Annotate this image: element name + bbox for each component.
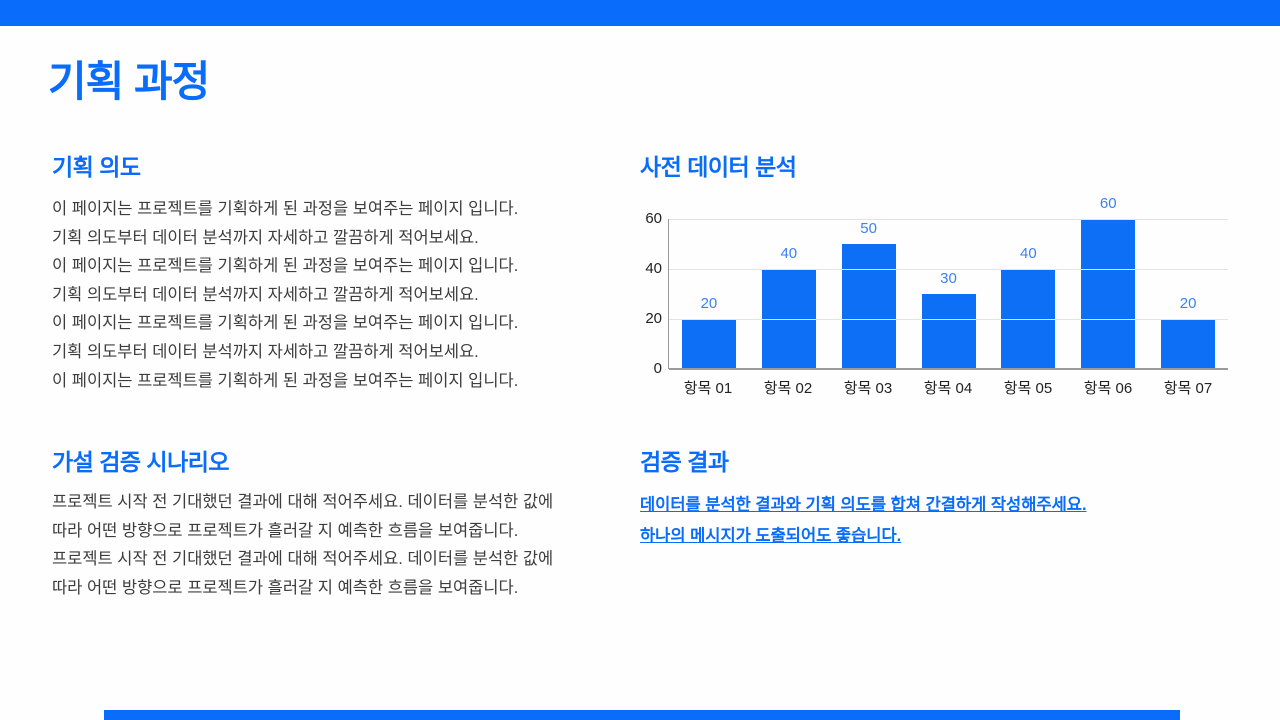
x-tick-label: 항목 05 <box>1003 380 1053 397</box>
x-tick-label: 항목 01 <box>683 380 733 397</box>
bar-chart: 0 20 40 60 20 40 50 30 40 60 20 항목 01 항목 02 항목 03 항목… <box>640 195 1240 400</box>
x-tick-label: 항목 03 <box>843 380 893 397</box>
gridline <box>669 269 1228 270</box>
bar <box>921 294 976 369</box>
result-link[interactable]: 하나의 메시지가 도출되어도 좋습니다. <box>640 527 902 545</box>
bar <box>1161 319 1216 369</box>
body-line: 기획 의도부터 데이터 분석까지 자세하고 깔끔하게 적어보세요. <box>52 342 479 361</box>
bar <box>1081 219 1136 369</box>
gridline <box>669 219 1228 220</box>
bar <box>841 244 896 369</box>
bar-slot: 30 <box>909 219 989 369</box>
body-line: 기획 의도부터 데이터 분석까지 자세하고 깔끔하게 적어보세요. <box>52 285 479 304</box>
bar <box>681 319 736 369</box>
body-line: 따라 어떤 방향으로 프로젝트가 흘러갈 지 예측한 흐름을 보여줍니다. <box>52 521 519 540</box>
page-title: 기획 과정 <box>48 58 210 105</box>
x-tick-label: 항목 04 <box>923 380 973 397</box>
chart-x-labels: 항목 01 항목 02 항목 03 항목 04 항목 05 항목 06 항목 07 <box>668 377 1228 398</box>
bar-slot: 40 <box>988 219 1068 369</box>
bar-slot: 60 <box>1068 195 1148 369</box>
body-line: 이 페이지는 프로젝트를 기획하게 된 과정을 보여주는 페이지 입니다. <box>52 200 519 218</box>
result-body: 데이터를 분석한 결과와 기획 의도를 합쳐 간결하게 작성해주세요. 하나의 … <box>640 490 1087 552</box>
bar-value-label: 20 <box>700 295 718 312</box>
body-line: 프로젝트 시작 전 기대했던 결과에 대해 적어주세요. 데이터를 분석한 값에 <box>52 550 554 569</box>
hypothesis-body: 프로젝트 시작 전 기대했던 결과에 대해 적어주세요. 데이터를 분석한 값에… <box>52 488 553 602</box>
bar-value-label: 30 <box>940 270 957 287</box>
bar-slot: 40 <box>749 219 829 369</box>
body-line: 이 페이지는 프로젝트를 기획하게 된 과정을 보여주는 페이지 입니다. <box>52 371 519 390</box>
section-heading-data-analysis: 사전 데이터 분석 <box>640 154 797 180</box>
bar-value-label: 60 <box>1099 195 1117 212</box>
body-line: 이 페이지는 프로젝트를 기획하게 된 과정을 보여주는 페이지 입니다. <box>52 314 519 333</box>
y-tick-label: 20 <box>645 310 662 327</box>
bar-value-label: 40 <box>1020 245 1037 262</box>
bar-slot: 20 <box>1148 219 1228 369</box>
planning-intent-body: 이 페이지는 프로젝트를 기획하게 된 과정을 보여주는 페이지 입니다. 기획… <box>52 195 518 395</box>
chart-bars: 20 40 50 30 40 60 20 <box>669 195 1228 369</box>
bar-slot: 20 <box>669 219 749 369</box>
y-tick-label: 60 <box>645 210 662 227</box>
y-tick-label: 0 <box>653 360 662 377</box>
bar-value-label: 40 <box>780 245 798 262</box>
top-accent-bar <box>0 0 1280 26</box>
body-line: 따라 어떤 방향으로 프로젝트가 흘러갈 지 예측한 흐름을 보여줍니다. <box>52 578 519 597</box>
x-tick-label: 항목 06 <box>1083 380 1133 397</box>
body-line: 기획 의도부터 데이터 분석까지 자세하고 깔끔하게 적어보세요. <box>52 228 479 247</box>
x-axis-line <box>669 368 1228 370</box>
body-line: 이 페이지는 프로젝트를 기획하게 된 과정을 보여주는 페이지 입니다. <box>52 257 519 276</box>
section-heading-hypothesis: 가설 검증 시나리오 <box>52 449 230 475</box>
body-line: 프로젝트 시작 전 기대했던 결과에 대해 적어주세요. 데이터를 분석한 값에 <box>52 493 554 511</box>
bar-slot: 50 <box>829 219 909 369</box>
bar-value-label: 20 <box>1179 295 1197 312</box>
gridline <box>669 319 1228 320</box>
x-tick-label: 항목 07 <box>1163 380 1213 397</box>
result-link[interactable]: 데이터를 분석한 결과와 기획 의도를 합쳐 간결하게 작성해주세요. <box>640 496 1087 514</box>
section-heading-planning-intent: 기획 의도 <box>52 154 141 180</box>
section-heading-result: 검증 결과 <box>640 449 729 475</box>
bar-value-label: 50 <box>860 220 877 237</box>
chart-plot: 20 40 50 30 40 60 20 <box>668 195 1228 370</box>
bottom-accent-bar <box>104 710 1180 720</box>
y-tick-label: 40 <box>645 260 662 277</box>
x-tick-label: 항목 02 <box>763 380 813 397</box>
